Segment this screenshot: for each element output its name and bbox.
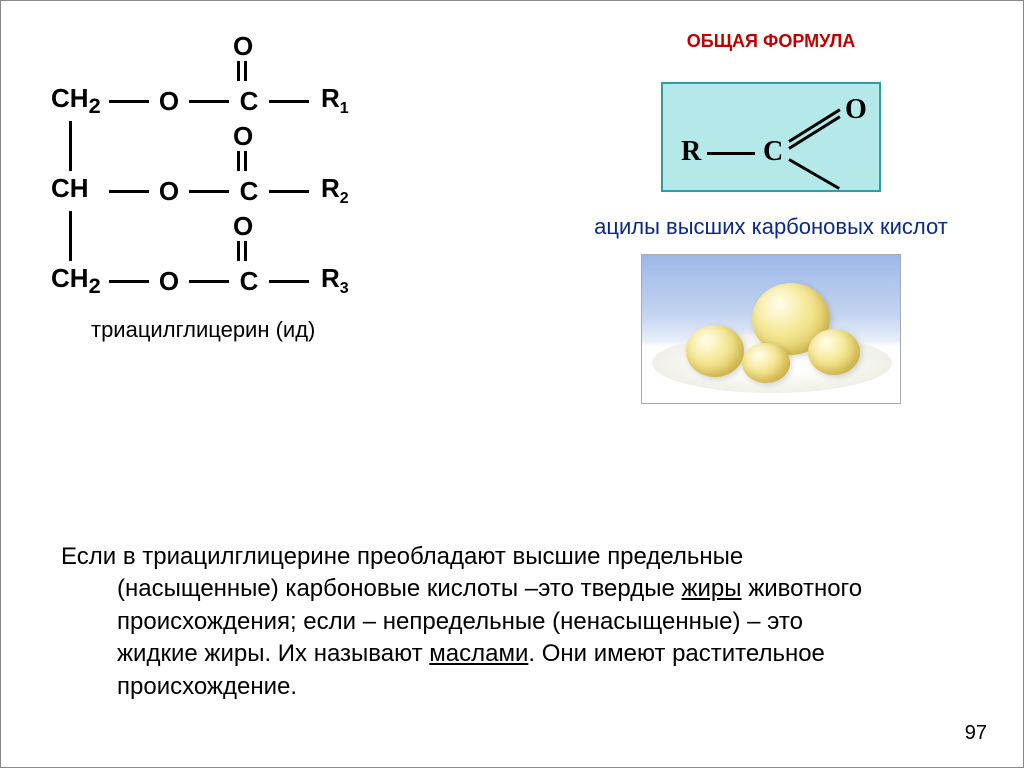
- para-line2a: (насыщенные) карбоновые кислоты –это тве…: [117, 575, 681, 602]
- r1-group: R1: [321, 83, 361, 118]
- r2-group: R2: [321, 173, 361, 208]
- acyl-r: R: [681, 136, 701, 168]
- c-atom: C: [235, 176, 263, 207]
- c-atom: C: [235, 266, 263, 297]
- acyl-o: O: [845, 94, 867, 126]
- acyl-c: C: [763, 136, 783, 168]
- fats-keyword: жиры: [681, 575, 741, 602]
- chain-row-2: CH O C R2: [51, 171, 411, 211]
- right-column: ОБЩАЯ ФОРМУЛА R C O ацилы высших карбоно…: [561, 31, 981, 404]
- triacylglycerol-structure: O CH2 O C R1 O CH O C R2 O CH2 O C R3: [51, 31, 411, 343]
- o-atom: O: [155, 86, 183, 117]
- molecule-name: триацилглицерин (ид): [91, 317, 411, 343]
- r3-group: R3: [321, 263, 361, 298]
- image-watermark: Reklama: [847, 387, 894, 399]
- o-atom: O: [155, 176, 183, 207]
- chain-row-3: CH2 O C R3: [51, 261, 411, 301]
- vertical-bond-2: [69, 211, 72, 261]
- para-line4c: . Они имеют растительное: [528, 640, 825, 667]
- oxygen-atom: O: [233, 31, 253, 62]
- c-atom: C: [235, 86, 263, 117]
- acyl-formula-box: R C O: [661, 82, 881, 192]
- double-bond-o-1: O: [233, 31, 263, 81]
- para-line1: Если в триацилглицерине преобладают высш…: [61, 543, 743, 570]
- page-number: 97: [965, 722, 987, 745]
- ch-label: CH: [51, 173, 103, 209]
- para-line2c: животного: [742, 575, 863, 602]
- oils-keyword: маслами: [429, 640, 528, 667]
- chain-row-1: CH2 O C R1: [51, 81, 411, 121]
- butter-photo: Reklama: [641, 254, 901, 404]
- vertical-bond-1: [69, 121, 72, 171]
- ch2-label: CH2: [51, 263, 103, 299]
- oxygen-atom: O: [233, 211, 253, 242]
- para-line5: происхождение.: [117, 673, 297, 700]
- body-paragraph: Если в триацилглицерине преобладают высш…: [61, 541, 941, 703]
- para-line4a: жидкие жиры. Их называют: [117, 640, 429, 667]
- ch2-label: CH2: [51, 83, 103, 119]
- double-bond-o-3: O: [233, 211, 263, 261]
- general-formula-title: ОБЩАЯ ФОРМУЛА: [561, 31, 981, 52]
- acyl-caption: ацилы высших карбоновых кислот: [561, 214, 981, 240]
- oxygen-atom: O: [233, 121, 253, 152]
- o-atom: O: [155, 266, 183, 297]
- para-line3: происхождения; если – непредельные (нена…: [117, 608, 803, 635]
- double-bond-o-2: O: [233, 121, 263, 171]
